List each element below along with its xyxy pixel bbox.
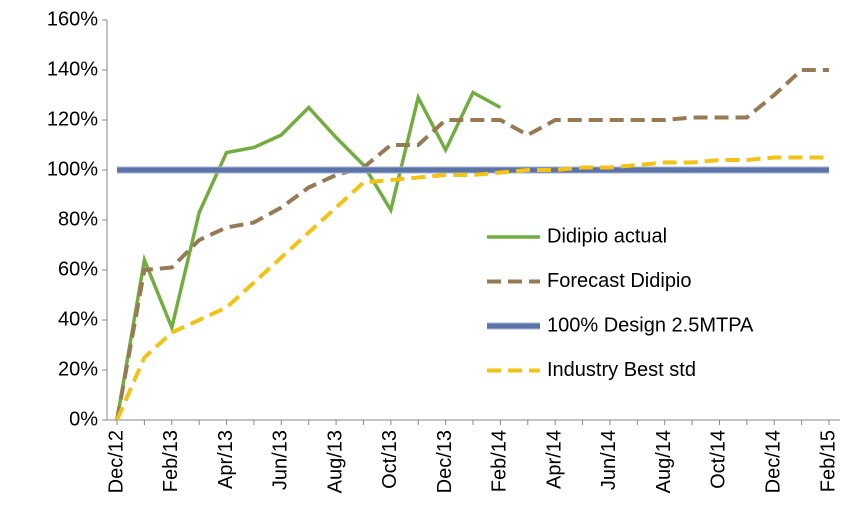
x-tick-label: Apr/13 xyxy=(215,430,237,489)
series-line xyxy=(115,68,829,421)
x-tick-label: Feb/13 xyxy=(160,430,182,492)
series-line xyxy=(115,155,829,421)
y-tick-label: 80% xyxy=(58,208,98,230)
x-tick-label: Oct/13 xyxy=(379,430,401,489)
x-tick-label: Apr/14 xyxy=(543,430,565,489)
x-tick-label: Dec/13 xyxy=(434,430,456,493)
x-tick-label: Oct/14 xyxy=(708,430,730,489)
y-tick-label: 140% xyxy=(47,58,98,80)
x-tick-label: Aug/14 xyxy=(653,430,675,493)
legend-item: Forecast Didipio xyxy=(487,270,692,292)
legend-label: Didipio actual xyxy=(547,225,667,247)
legend-label: Industry Best std xyxy=(547,359,696,381)
y-tick-label: 160% xyxy=(47,8,98,30)
y-tick-label: 20% xyxy=(58,358,98,380)
y-tick-label: 40% xyxy=(58,308,98,330)
y-tick-label: 120% xyxy=(47,108,98,130)
y-tick-label: 60% xyxy=(58,258,98,280)
x-tick-label: Dec/12 xyxy=(105,430,127,493)
x-tick-label: Feb/14 xyxy=(489,430,511,492)
legend-item: 100% Design 2.5MTPA xyxy=(487,314,754,336)
series-line xyxy=(115,90,502,421)
legend-item: Didipio actual xyxy=(487,225,667,247)
x-tick-label: Feb/15 xyxy=(817,430,839,492)
x-tick-label: Jun/14 xyxy=(598,430,620,490)
y-tick-label: 0% xyxy=(69,408,98,430)
legend-label: 100% Design 2.5MTPA xyxy=(547,314,754,336)
y-tick-label: 100% xyxy=(47,158,98,180)
x-tick-label: Dec/14 xyxy=(763,430,785,493)
legend-item: Industry Best std xyxy=(487,359,696,381)
legend-label: Forecast Didipio xyxy=(547,270,692,292)
x-tick-label: Aug/13 xyxy=(324,430,346,493)
x-tick-label: Jun/13 xyxy=(270,430,292,490)
